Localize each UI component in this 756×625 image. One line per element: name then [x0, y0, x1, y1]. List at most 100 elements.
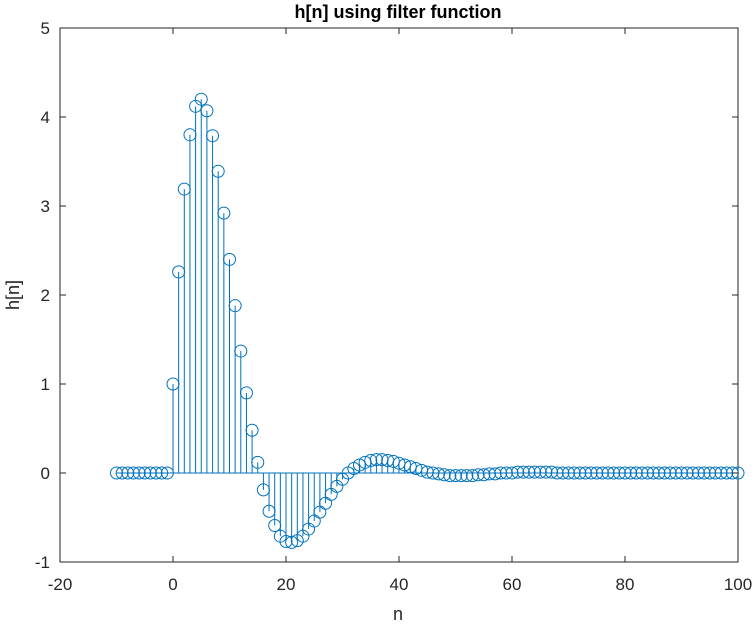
x-tick-label: 100: [724, 575, 752, 594]
stem-marker: [646, 466, 660, 480]
stem-marker: [680, 466, 694, 480]
stem-marker: [183, 128, 197, 142]
x-tick-label: 0: [168, 575, 177, 594]
stem-marker: [482, 467, 496, 481]
stem-marker: [601, 466, 615, 480]
stem-lines: [116, 99, 738, 543]
stem-marker: [217, 206, 231, 220]
stem-marker: [550, 466, 564, 480]
stem-marker: [200, 104, 214, 118]
stem-marker: [443, 469, 457, 483]
stem-marker: [533, 465, 547, 479]
x-axis-ticks: -20 0 20 40 60 80 100: [48, 28, 752, 594]
stem-marker: [516, 465, 530, 479]
stem-marker: [652, 466, 666, 480]
stem-marker: [708, 466, 722, 480]
stem-marker: [556, 466, 570, 480]
stem-marker: [578, 466, 592, 480]
stem-marker: [132, 466, 146, 480]
stem-marker: [223, 252, 236, 266]
stem-marker: [488, 467, 502, 481]
stem-marker: [369, 453, 383, 467]
stem-marker: [725, 466, 739, 480]
stem-marker: [675, 466, 688, 480]
stem-marker: [206, 129, 220, 143]
stem-marker: [629, 466, 643, 480]
stem-marker: [121, 466, 135, 480]
x-tick-label: 80: [616, 575, 635, 594]
x-axis-label: n: [393, 604, 403, 624]
stem-marker: [115, 466, 129, 480]
stem-marker: [618, 466, 632, 480]
stem-marker: [607, 466, 621, 480]
stem-marker: [449, 469, 462, 483]
stem-marker: [437, 468, 451, 482]
stem-marker: [172, 265, 186, 279]
y-axis-label: h[n]: [3, 280, 23, 310]
stem-marker: [460, 469, 474, 483]
stem-marker: [194, 92, 208, 106]
stem-marker: [595, 466, 609, 480]
stem-marker: [635, 466, 649, 480]
stem-marker: [352, 458, 366, 472]
plot-area: [59, 27, 739, 563]
stem-marker: [545, 465, 559, 479]
stem-marker: [279, 535, 293, 549]
stem-marker: [245, 423, 259, 437]
stem-marker: [658, 466, 672, 480]
stem-marker: [465, 469, 479, 483]
stem-marker: [562, 466, 575, 480]
stem-marker: [239, 386, 253, 400]
stem-marker: [160, 466, 174, 480]
stem-marker: [641, 466, 655, 480]
stem-marker: [138, 466, 152, 480]
stem-marker: [364, 454, 378, 468]
y-axis-ticks: -1 0 1 2 3 4 5: [35, 19, 738, 572]
stem-marker: [228, 299, 242, 313]
stem-marker: [669, 466, 683, 480]
stem-marker: [499, 466, 513, 480]
stem-marker: [494, 466, 508, 480]
stem-marker: [624, 466, 638, 480]
x-tick-label: 20: [277, 575, 296, 594]
stem-marker: [686, 466, 700, 480]
stem-marker: [714, 466, 728, 480]
stem-marker: [511, 465, 525, 479]
stem-marker: [262, 504, 276, 518]
x-tick-label: -20: [48, 575, 73, 594]
stem-marker: [110, 466, 123, 480]
y-tick-label: 0: [41, 464, 50, 483]
stem-marker: [697, 466, 711, 480]
stem-marker: [126, 466, 140, 480]
stem-marker: [454, 469, 468, 483]
stem-marker: [663, 466, 677, 480]
stem-markers: [110, 92, 745, 549]
y-tick-label: 4: [41, 108, 50, 127]
y-tick-label: 3: [41, 197, 50, 216]
stem-marker: [251, 455, 265, 469]
stem-marker: [471, 468, 485, 482]
stem-marker: [234, 344, 248, 358]
y-tick-label: 5: [41, 19, 50, 38]
x-tick-label: 60: [503, 575, 522, 594]
stem-marker: [612, 466, 626, 480]
stem-marker: [211, 164, 225, 178]
stem-marker: [285, 535, 299, 549]
y-tick-label: 2: [41, 286, 50, 305]
stem-marker: [567, 466, 581, 480]
stem-marker: [584, 466, 598, 480]
stem-marker: [590, 466, 604, 480]
stem-marker: [149, 466, 163, 480]
y-tick-label: 1: [41, 375, 50, 394]
chart-title: h[n] using filter function: [295, 2, 502, 22]
y-tick-label: -1: [35, 553, 50, 572]
x-tick-label: 40: [390, 575, 409, 594]
stem-marker: [166, 377, 180, 391]
stem-marker: [522, 465, 536, 479]
stem-marker: [528, 465, 542, 479]
stem-marker: [477, 468, 491, 482]
stem-marker: [573, 466, 587, 480]
stem-marker: [177, 182, 191, 196]
stem-marker: [155, 466, 169, 480]
